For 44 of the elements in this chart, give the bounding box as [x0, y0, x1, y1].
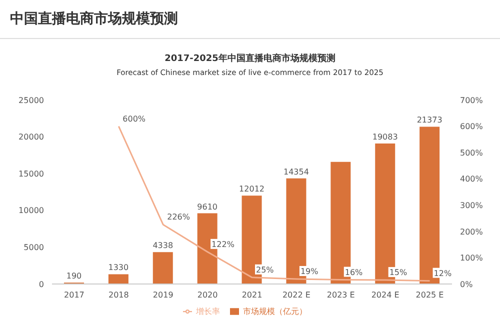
- x-tick-label: 2018: [108, 290, 129, 300]
- y-tick-label: 15000: [18, 169, 44, 178]
- legend-label: 市场规模（亿元）: [243, 307, 307, 316]
- y-tick-label: 10000: [18, 206, 44, 216]
- data-label: 9610: [197, 202, 218, 212]
- data-label: 12%: [434, 268, 452, 278]
- x-tick-label: 2024 E: [371, 290, 400, 300]
- x-tick-label: 2022 E: [282, 290, 310, 300]
- data-label: 16%: [344, 268, 364, 277]
- data-label: 19083: [372, 132, 398, 142]
- y2-tick-label: 500%: [460, 148, 484, 158]
- y2-tick-label: 300%: [460, 200, 484, 210]
- data-label: 21373: [416, 116, 442, 125]
- data-label: 25%: [256, 265, 274, 274]
- y2-tick-label: 0%: [460, 280, 474, 289]
- bar: [152, 252, 173, 284]
- y-tick-label: 25000: [18, 96, 44, 105]
- x-tick-label: 2025 E: [416, 290, 444, 300]
- data-label: 19%: [300, 267, 319, 276]
- data-label: 190: [66, 272, 82, 281]
- data-label: 14354: [283, 167, 309, 176]
- chart-title: 中国直播电商市场规模预测: [10, 10, 178, 28]
- x-tick-label: 2023 E: [326, 290, 355, 300]
- y-tick-label: 20000: [18, 132, 44, 142]
- y-tick-label: 5000: [24, 243, 44, 252]
- x-tick-label: 2020: [197, 290, 218, 300]
- y2-tick-label: 600%: [460, 122, 484, 132]
- data-label: 1330: [108, 263, 129, 272]
- y2-tick-label: 100%: [460, 254, 484, 263]
- x-tick-label: 2021: [242, 290, 262, 300]
- data-label: 4338: [152, 241, 174, 250]
- y2-tick-label: 700%: [460, 96, 484, 105]
- x-tick-label: 2019: [152, 290, 174, 300]
- bar: [108, 274, 128, 284]
- legend-label: 增长率: [196, 307, 220, 316]
- data-label: 226%: [167, 212, 190, 222]
- x-tick-label: 2017: [64, 290, 84, 300]
- data-label: 600%: [122, 114, 146, 124]
- y2-tick-label: 400%: [460, 174, 484, 184]
- y-tick-label: 0: [38, 280, 44, 289]
- data-label: 15%: [389, 268, 408, 278]
- y2-tick-label: 200%: [460, 227, 484, 236]
- data-label: 12012: [239, 184, 265, 194]
- data-label: 122%: [212, 240, 235, 249]
